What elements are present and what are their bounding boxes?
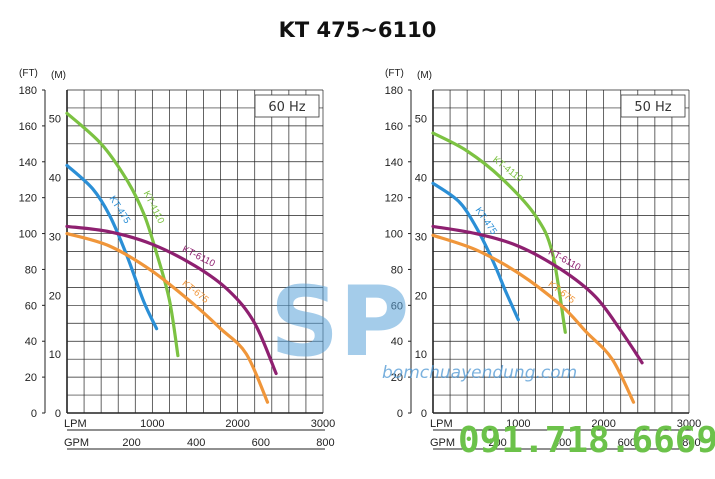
ft-tick-label: 0 (31, 408, 37, 420)
ft-tick-label: 180 (385, 85, 403, 97)
series-line-kt-4110 (65, 111, 180, 358)
watermark-site: bomchuayendung.com (382, 363, 577, 383)
gpm-tick-label: 400 (187, 437, 205, 449)
m-unit-label: (M) (51, 70, 66, 81)
watermark-logo: SP (270, 266, 410, 378)
ft-tick-label: 60 (391, 300, 403, 312)
chart-panel-2: 18016014012010080604020050403020100(FT)(… (385, 68, 701, 450)
gpm-tick-label: 600 (618, 437, 636, 449)
ft-unit-label: (FT) (385, 68, 404, 79)
series-line-kt-675 (65, 232, 270, 404)
m-tick-label: 20 (49, 290, 61, 302)
m-tick-label: 0 (55, 408, 61, 420)
ft-tick-label: 140 (19, 157, 37, 169)
m-tick-label: 40 (415, 173, 427, 185)
m-tick-label: 0 (421, 408, 427, 420)
ft-tick-label: 120 (385, 193, 403, 205)
m-tick-label: 30 (415, 231, 427, 243)
ft-tick-label: 100 (19, 229, 37, 241)
lpm-tick-label: 3000 (677, 418, 701, 430)
series-label: KT-4110 (141, 189, 167, 225)
m-tick-label: 50 (415, 114, 427, 126)
ft-tick-label: 180 (19, 85, 37, 97)
ft-tick-label: 0 (397, 408, 403, 420)
ft-tick-label: 160 (19, 121, 37, 133)
frequency-label: 60 Hz (268, 100, 305, 115)
watermark-phone: 091.718.6669 (458, 420, 715, 461)
lpm-tick-label: 2000 (225, 418, 249, 430)
series-line-kt-6110 (431, 224, 644, 365)
series-label: KT-6110 (180, 244, 216, 270)
ft-tick-label: 40 (25, 336, 37, 348)
ft-tick-label: 100 (385, 229, 403, 241)
gpm-label: GPM (430, 437, 455, 449)
ft-tick-label: 20 (391, 372, 403, 384)
lpm-tick-label: 2000 (591, 418, 615, 430)
gpm-tick-label: 400 (553, 437, 571, 449)
ft-tick-label: 20 (25, 372, 37, 384)
frequency-box (254, 94, 320, 118)
chart-title: KT 475~6110 (278, 18, 437, 42)
ft-tick-label: 160 (385, 121, 403, 133)
ft-tick-label: 140 (385, 157, 403, 169)
m-tick-label: 10 (49, 349, 61, 361)
lpm-tick-label: 1000 (506, 418, 530, 430)
gpm-tick-label: 600 (252, 437, 270, 449)
m-tick-label: 50 (49, 114, 61, 126)
series-line-kt-675 (431, 233, 636, 404)
series-label: KT-475 (107, 194, 133, 226)
gpm-tick-label: 200 (122, 437, 140, 449)
frequency-label: 50 Hz (634, 100, 671, 115)
chart-panel-1: 18016014012010080604020050403020100(FT)(… (19, 68, 335, 450)
grid (432, 89, 690, 414)
watermark: SP bomchuayendung.com 091.718.6669 (270, 266, 715, 461)
gpm-tick-label: 800 (682, 437, 700, 449)
frequency-box (620, 94, 686, 118)
m-tick-label: 10 (415, 349, 427, 361)
lpm-label: LPM (430, 418, 453, 430)
ft-tick-label: 60 (25, 300, 37, 312)
ft-tick-label: 80 (25, 264, 37, 276)
ft-unit-label: (FT) (19, 68, 38, 79)
ft-tick-label: 80 (391, 264, 403, 276)
lpm-tick-label: 3000 (311, 418, 335, 430)
lpm-label: LPM (64, 418, 87, 430)
gpm-tick-label: 200 (488, 437, 506, 449)
series-line-kt-475 (431, 181, 520, 322)
gpm-label: GPM (64, 437, 89, 449)
m-tick-label: 30 (49, 231, 61, 243)
ft-tick-label: 120 (19, 193, 37, 205)
series-label: KT-675 (180, 278, 211, 306)
m-tick-label: 20 (415, 290, 427, 302)
m-tick-label: 40 (49, 173, 61, 185)
ft-tick-label: 40 (391, 336, 403, 348)
series-label: KT-4110 (490, 154, 524, 184)
m-unit-label: (M) (417, 70, 432, 81)
series-line-kt-6110 (65, 224, 278, 376)
gpm-tick-label: 800 (316, 437, 334, 449)
series-label: KT-475 (473, 205, 499, 237)
lpm-tick-label: 1000 (140, 418, 164, 430)
